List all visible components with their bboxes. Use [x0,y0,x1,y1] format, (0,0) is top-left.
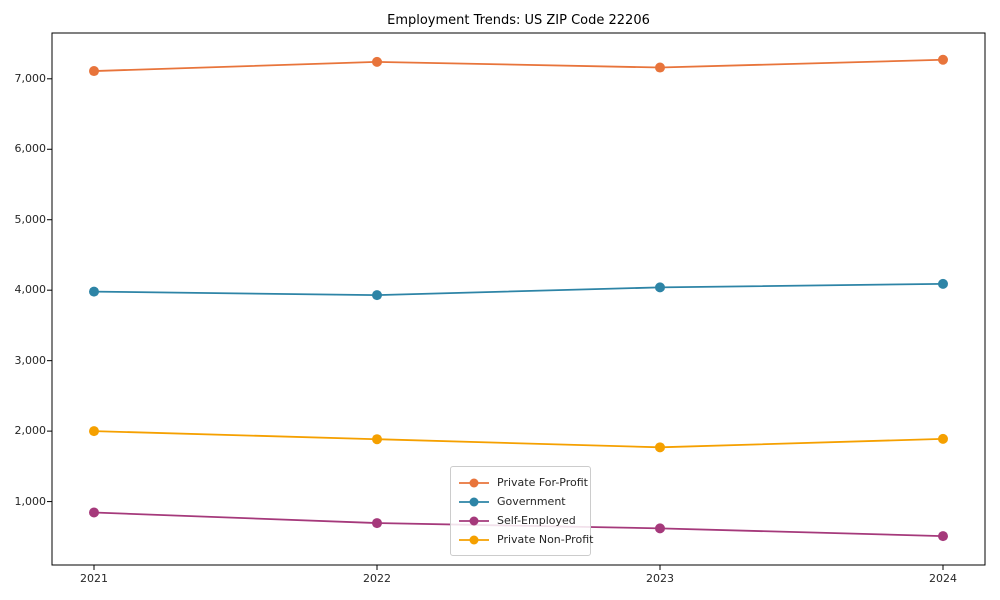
legend-line-marker-icon [459,516,489,525]
data-point-marker [938,531,948,542]
x-tick-label: 2021 [80,572,108,585]
series-line [93,282,944,297]
legend-label: Private For-Profit [497,476,588,489]
data-point-marker [655,523,665,534]
y-tick-label: 1,000 [14,494,47,508]
data-point-marker [655,442,665,453]
legend-label: Government [497,495,566,508]
data-point-marker [372,434,382,445]
chart-title: Employment Trends: US ZIP Code 22206 [387,13,650,28]
x-tick-label: 2023 [646,572,674,585]
legend-marker [469,478,479,487]
data-point-marker [655,282,665,293]
data-point-marker [938,54,948,65]
legend-item: Private Non-Profit [458,530,593,549]
legend-line-marker-icon [459,497,489,506]
y-tick-label: 4,000 [14,283,47,297]
data-point-marker [372,518,382,529]
data-point-marker [89,66,99,77]
data-point-marker [655,62,665,73]
x-tick-label: 2024 [929,572,957,585]
data-point-marker [372,56,382,67]
data-point-marker [372,290,382,301]
legend-marker [469,535,479,544]
series-line [93,58,944,72]
x-tick-label: 2022 [363,572,391,585]
y-tick-label: 7,000 [14,71,47,85]
data-point-marker [938,433,948,444]
y-tick-label: 6,000 [14,142,47,156]
legend-marker [469,497,479,506]
data-point-marker [89,426,99,437]
legend-line-marker-icon [459,478,489,487]
data-point-marker [938,278,948,289]
series-line [93,430,944,449]
plot-frame [51,32,986,566]
legend-label: Self-Employed [497,514,576,527]
legend-item: Private For-Profit [458,473,588,492]
legend-line-marker-icon [459,535,489,544]
legend-item: Self-Employed [458,511,581,530]
legend: Private For-Profit Government Self-Emplo… [450,466,593,556]
legend-marker [469,516,479,525]
y-tick-label: 2,000 [14,424,47,438]
y-tick-label: 5,000 [14,212,47,226]
data-point-marker [89,507,99,518]
y-tick-label: 3,000 [14,353,47,367]
data-point-marker [89,286,99,297]
legend-label: Private Non-Profit [497,533,594,546]
legend-item: Government [458,492,581,511]
